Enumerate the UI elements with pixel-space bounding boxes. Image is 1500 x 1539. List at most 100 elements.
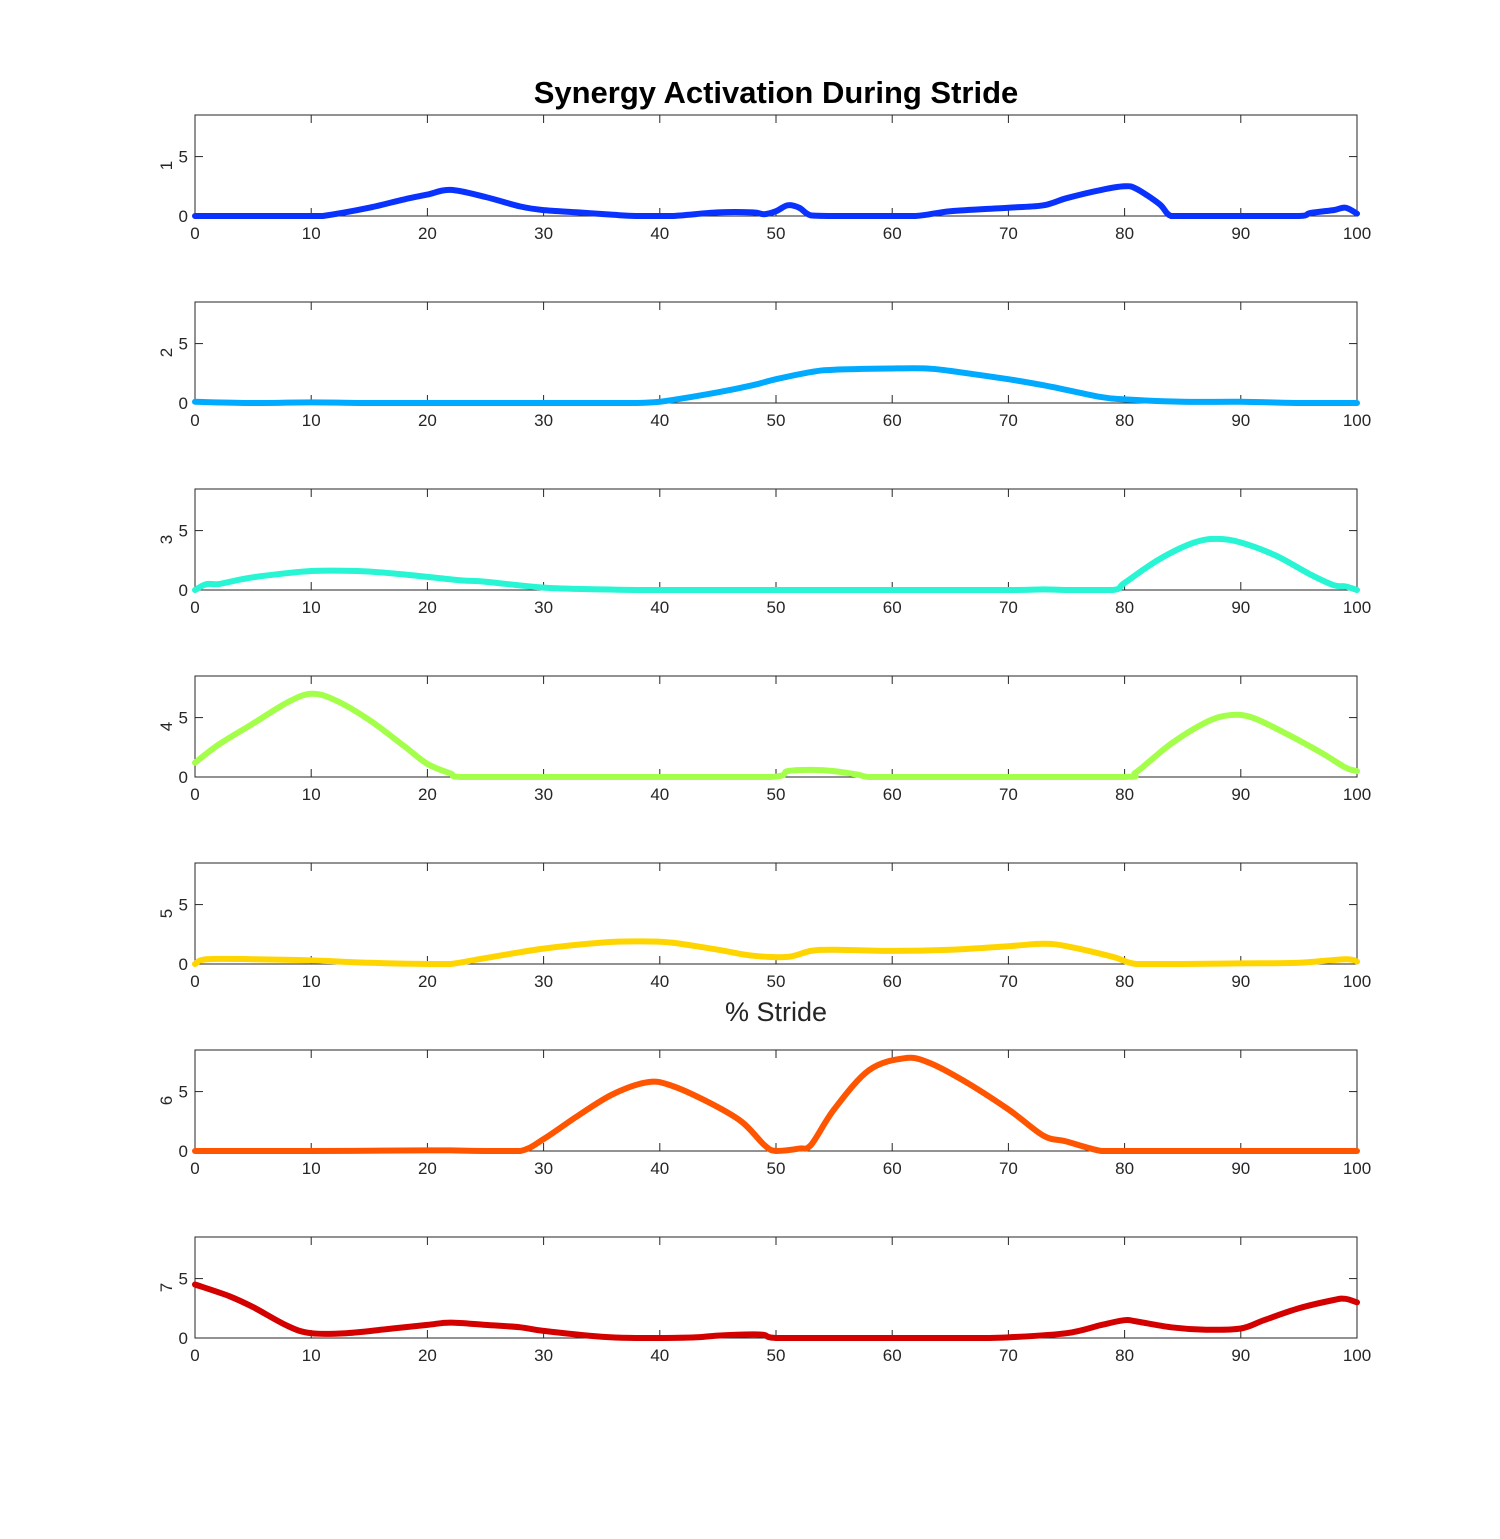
- x-tick-label: 100: [1343, 1159, 1371, 1178]
- y-tick-label: 5: [179, 335, 188, 354]
- y-tick-label: 0: [179, 955, 188, 974]
- x-tick-label: 70: [999, 972, 1018, 991]
- x-tick-label: 80: [1115, 1346, 1134, 1365]
- y-axis-label: 3: [157, 535, 176, 544]
- y-tick-label: 0: [179, 768, 188, 787]
- x-tick-label: 30: [534, 972, 553, 991]
- x-tick-label: 60: [883, 224, 902, 243]
- series-line-6: [192, 1054, 1360, 1154]
- x-axis-label: % Stride: [725, 997, 827, 1027]
- x-tick-label: 20: [418, 224, 437, 243]
- x-tick-label: 40: [650, 224, 669, 243]
- y-tick-label: 5: [179, 522, 188, 541]
- x-tick-label: 40: [650, 1159, 669, 1178]
- y-tick-label: 5: [179, 1270, 188, 1289]
- x-tick-label: 30: [534, 224, 553, 243]
- y-axis-label: 5: [157, 909, 176, 918]
- y-axis-label: 7: [157, 1283, 176, 1292]
- x-tick-label: 70: [999, 1159, 1018, 1178]
- x-tick-label: 90: [1231, 972, 1250, 991]
- x-tick-label: 50: [767, 598, 786, 617]
- x-tick-label: 60: [883, 411, 902, 430]
- x-tick-label: 90: [1231, 1346, 1250, 1365]
- x-tick-label: 0: [190, 1159, 199, 1178]
- panel-5-axes-box: [194, 862, 1358, 965]
- x-tick-label: 70: [999, 785, 1018, 804]
- x-tick-label: 50: [767, 224, 786, 243]
- y-axis-label: 2: [157, 348, 176, 357]
- x-tick-label: 90: [1231, 1159, 1250, 1178]
- series-line-1: [192, 183, 1360, 219]
- x-tick-label: 10: [302, 785, 321, 804]
- x-tick-label: 70: [999, 1346, 1018, 1365]
- x-tick-label: 20: [418, 411, 437, 430]
- chart-title: Synergy Activation During Stride: [534, 75, 1019, 110]
- panel-2: 0 10 20 30 40 50 60 70 80 90 100 0 52: [157, 301, 1371, 430]
- x-tick-label: 90: [1231, 224, 1250, 243]
- x-tick-label: 40: [650, 785, 669, 804]
- x-tick-label: 100: [1343, 224, 1371, 243]
- x-tick-label: 10: [302, 1159, 321, 1178]
- x-tick-label: 90: [1231, 411, 1250, 430]
- series-line-5: [192, 938, 1360, 967]
- x-tick-label: 20: [418, 1159, 437, 1178]
- x-tick-label: 0: [190, 411, 199, 430]
- x-tick-label: 60: [883, 598, 902, 617]
- y-axis-label: 1: [157, 161, 176, 170]
- y-tick-label: 5: [179, 148, 188, 167]
- panel-6: 0 10 20 30 40 50 60 70 80 90 100 0 56: [157, 1049, 1371, 1178]
- x-tick-label: 10: [302, 972, 321, 991]
- x-tick-label: 80: [1115, 972, 1134, 991]
- panel-2-axes-box: [194, 301, 1358, 404]
- x-tick-label: 20: [418, 598, 437, 617]
- panel-3-axes-box: [194, 488, 1358, 591]
- panel-3: 0 10 20 30 40 50 60 70 80 90 100 0 53: [157, 488, 1371, 617]
- panel-6-axes-box: [194, 1049, 1358, 1152]
- y-tick-label: 0: [179, 581, 188, 600]
- series-line-7: [192, 1281, 1360, 1341]
- panel-7-axes-box: [194, 1236, 1358, 1339]
- y-axis-label: 6: [157, 1096, 176, 1105]
- x-tick-label: 50: [767, 1159, 786, 1178]
- x-tick-label: 60: [883, 1159, 902, 1178]
- x-tick-label: 60: [883, 1346, 902, 1365]
- x-tick-label: 20: [418, 972, 437, 991]
- y-tick-label: 0: [179, 1142, 188, 1161]
- y-tick-label: 0: [179, 207, 188, 226]
- y-axis-label: 4: [157, 722, 176, 731]
- x-tick-label: 30: [534, 1159, 553, 1178]
- panel-4: 0 10 20 30 40 50 60 70 80 90 100 0 54: [157, 675, 1371, 804]
- panel-1-axes-box: [194, 114, 1358, 217]
- x-tick-label: 70: [999, 598, 1018, 617]
- x-tick-label: 0: [190, 224, 199, 243]
- x-tick-label: 30: [534, 598, 553, 617]
- x-tick-label: 0: [190, 598, 199, 617]
- y-tick-label: 5: [179, 709, 188, 728]
- x-tick-label: 70: [999, 411, 1018, 430]
- series-line-3: [192, 535, 1360, 593]
- x-tick-label: 0: [190, 785, 199, 804]
- y-tick-label: 0: [179, 394, 188, 413]
- x-tick-label: 0: [190, 1346, 199, 1365]
- x-tick-label: 80: [1115, 1159, 1134, 1178]
- x-tick-label: 90: [1231, 598, 1250, 617]
- series-line-4: [192, 690, 1360, 781]
- panel-4-axes-box: [194, 675, 1358, 778]
- x-tick-label: 100: [1343, 1346, 1371, 1365]
- x-tick-label: 0: [190, 972, 199, 991]
- y-tick-label: 5: [179, 1083, 188, 1102]
- x-tick-label: 60: [883, 972, 902, 991]
- x-tick-label: 100: [1343, 785, 1371, 804]
- x-tick-label: 30: [534, 1346, 553, 1365]
- x-tick-label: 80: [1115, 411, 1134, 430]
- x-tick-label: 50: [767, 785, 786, 804]
- x-tick-label: 30: [534, 411, 553, 430]
- x-tick-label: 40: [650, 972, 669, 991]
- x-tick-label: 60: [883, 785, 902, 804]
- x-tick-label: 100: [1343, 411, 1371, 430]
- x-tick-label: 10: [302, 598, 321, 617]
- x-tick-label: 50: [767, 1346, 786, 1365]
- x-tick-label: 40: [650, 598, 669, 617]
